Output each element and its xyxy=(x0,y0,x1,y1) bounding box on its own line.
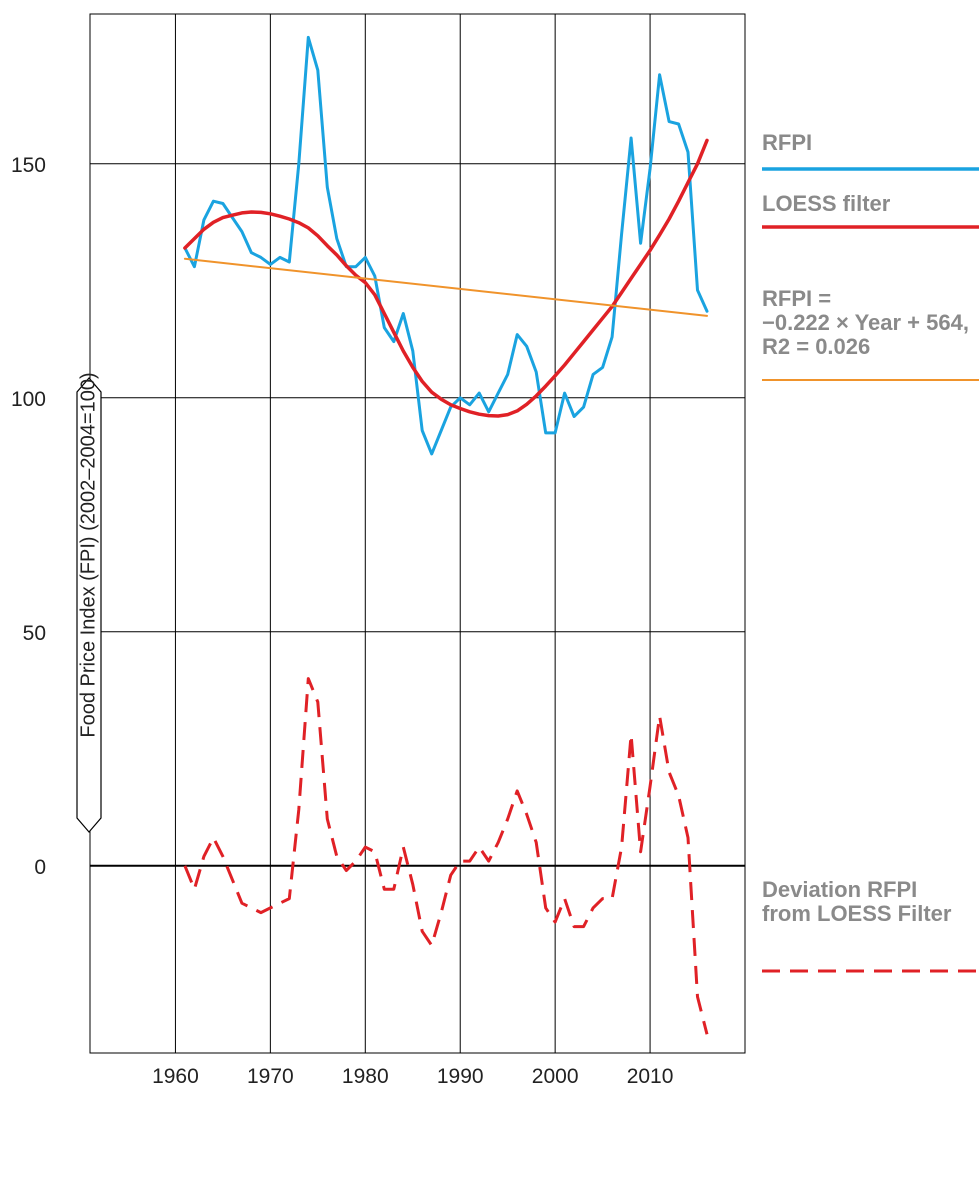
legend-label-trend: RFPI = −0.222 × Year + 564, R2 = 0.026 xyxy=(762,286,969,359)
series-line-deviation xyxy=(183,677,709,1035)
y-tick-label-50: 50 xyxy=(23,622,46,645)
x-tick-label-1980: 1980 xyxy=(342,1065,389,1088)
axes: 1960 1970 1980 1990 2000 2010 0 50 100 150 xyxy=(11,154,673,1088)
grid xyxy=(89,13,746,1054)
x-tick-label-2000: 2000 xyxy=(532,1065,579,1088)
y-axis-title: Food Price Index (FPI) (2002–2004=100) xyxy=(77,372,99,737)
series-line-loess xyxy=(183,138,709,418)
series-line-rfpi xyxy=(183,35,709,456)
legend-label-rfpi: RFPI xyxy=(762,130,812,155)
legend-label-line: RFPI = xyxy=(762,286,831,311)
legend: RFPI LOESS filter RFPI = −0.222 × Year + 56… xyxy=(762,130,979,973)
legend-label-line: from LOESS Filter xyxy=(762,901,952,926)
legend-label-line: −0.222 × Year + 564, xyxy=(762,310,969,335)
series-line-trend xyxy=(183,257,708,317)
x-tick-label-1990: 1990 xyxy=(437,1065,484,1088)
x-tick-label-1970: 1970 xyxy=(247,1065,294,1088)
x-tick-label-1960: 1960 xyxy=(152,1065,199,1088)
y-tick-label-150: 150 xyxy=(11,154,46,177)
legend-label-line: LOESS filter xyxy=(762,191,891,216)
y-axis-title-group: Food Price Index (FPI) (2002–2004=100) xyxy=(76,372,102,833)
series-layer xyxy=(183,35,709,1035)
legend-label-line: RFPI xyxy=(762,130,812,155)
y-tick-label-0: 0 xyxy=(34,856,46,879)
plot-frame xyxy=(89,13,746,1054)
legend-label-line: Deviation RFPI xyxy=(762,877,917,902)
legend-label-loess: LOESS filter xyxy=(762,191,891,216)
y-axis-title-box xyxy=(76,377,102,833)
legend-label-line: R2 = 0.026 xyxy=(762,334,870,359)
x-tick-label-2010: 2010 xyxy=(627,1065,674,1088)
y-tick-label-100: 100 xyxy=(11,388,46,411)
legend-label-deviation: Deviation RFPI from LOESS Filter xyxy=(762,877,952,926)
